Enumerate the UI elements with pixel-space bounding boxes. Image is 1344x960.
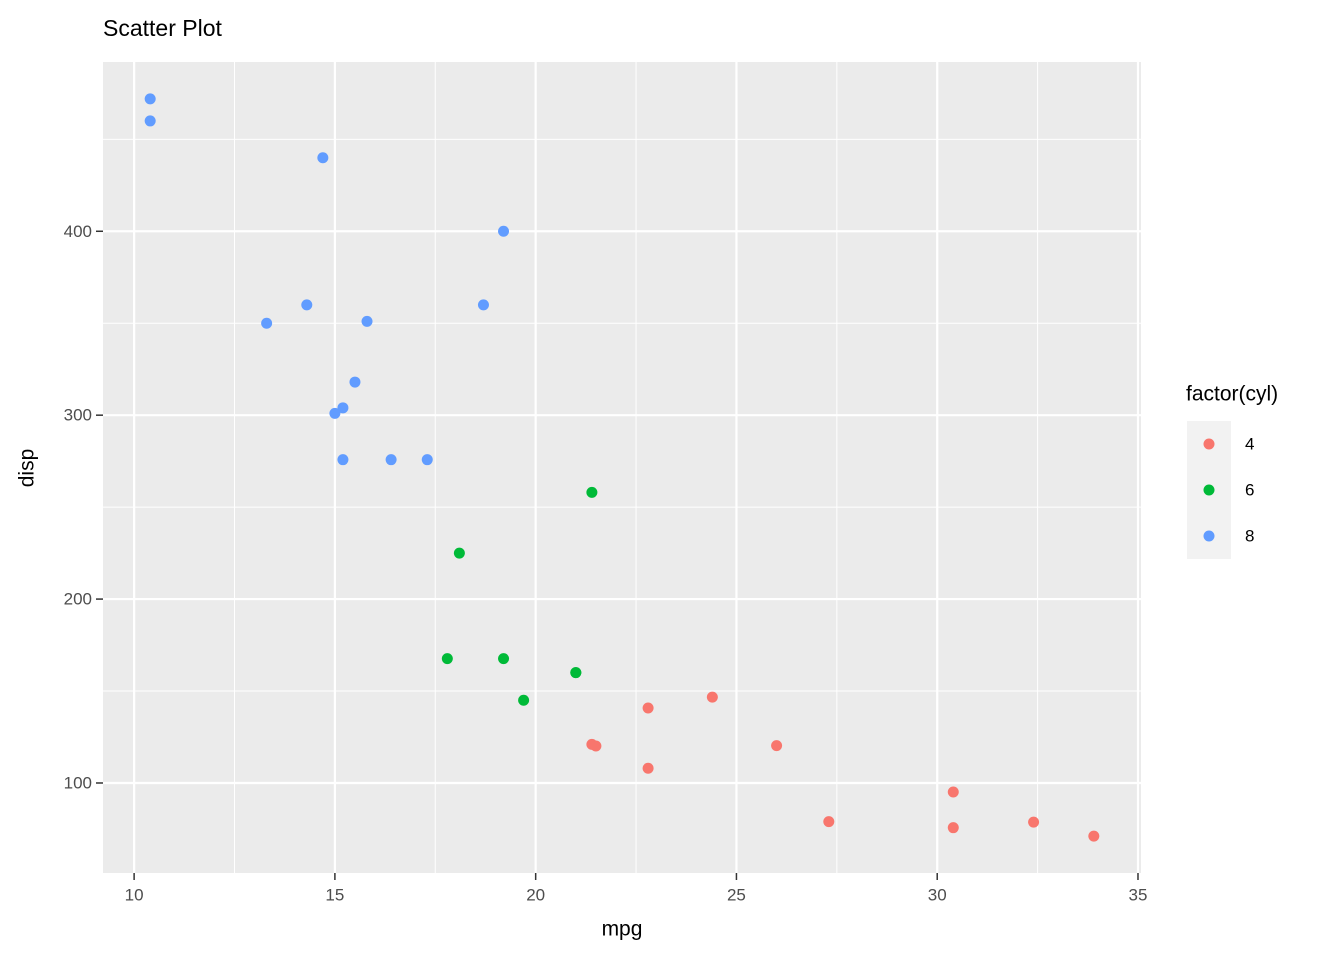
point xyxy=(329,407,341,419)
point xyxy=(421,454,433,466)
point xyxy=(498,225,510,237)
x-tick-label: 30 xyxy=(928,885,947,904)
chart-title: Scatter Plot xyxy=(103,15,222,41)
point xyxy=(144,93,156,105)
legend-key xyxy=(1203,484,1215,496)
point xyxy=(1088,830,1100,842)
legend-key xyxy=(1203,530,1215,542)
point xyxy=(337,402,349,414)
y-tick-label: 100 xyxy=(64,773,92,792)
point xyxy=(337,454,349,466)
y-tick-label: 200 xyxy=(64,590,92,609)
point xyxy=(706,691,718,703)
point xyxy=(301,299,313,311)
point xyxy=(947,822,959,834)
legend-label: 6 xyxy=(1245,480,1254,499)
legend-label: 4 xyxy=(1245,434,1254,453)
point xyxy=(498,653,510,665)
x-tick-label: 20 xyxy=(526,885,545,904)
y-axis-title: disp xyxy=(16,449,39,488)
point xyxy=(1028,816,1040,828)
point xyxy=(947,786,959,798)
point xyxy=(441,653,453,665)
plot-panel xyxy=(103,62,1141,873)
point xyxy=(823,816,835,828)
point xyxy=(642,702,654,714)
point xyxy=(642,762,654,774)
point xyxy=(349,376,361,388)
legend-key xyxy=(1203,438,1215,450)
point xyxy=(518,694,530,706)
y-tick-label: 400 xyxy=(64,222,92,241)
point xyxy=(361,315,373,327)
point xyxy=(317,152,329,164)
point xyxy=(261,317,273,329)
point xyxy=(477,299,489,311)
y-tick-label: 300 xyxy=(64,406,92,425)
x-tick-label: 10 xyxy=(125,885,144,904)
legend-title: factor(cyl) xyxy=(1186,383,1278,406)
point xyxy=(771,740,783,752)
point xyxy=(144,115,156,127)
x-axis-title: mpg xyxy=(602,918,643,941)
point xyxy=(570,667,582,679)
point xyxy=(586,486,598,498)
x-tick-label: 35 xyxy=(1129,885,1148,904)
x-tick-label: 25 xyxy=(727,885,746,904)
point xyxy=(385,454,397,466)
point xyxy=(453,547,465,559)
point xyxy=(586,738,598,750)
legend-label: 8 xyxy=(1245,526,1254,545)
x-tick-label: 15 xyxy=(325,885,344,904)
